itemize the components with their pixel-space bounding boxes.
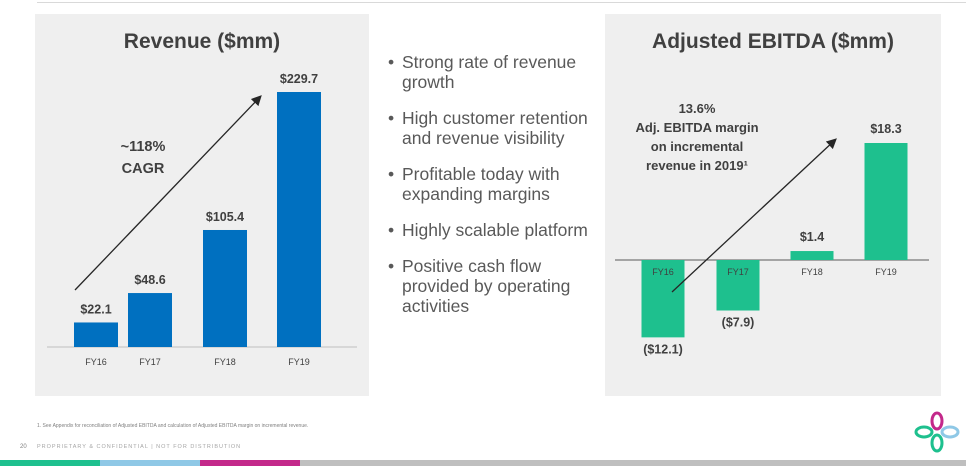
bottom-color-bar	[0, 460, 966, 466]
revenue-chart-panel: Revenue ($mm) $22.1 FY16 $48.6 FY17 $105.4 FY…	[35, 14, 369, 396]
ebitda-value-label: ($12.1)	[643, 342, 683, 356]
ebitda-category-label: FY19	[875, 267, 897, 277]
revenue-value-label: $105.4	[206, 210, 244, 224]
bullet-icon: •	[388, 256, 395, 276]
company-logo-icon	[914, 411, 960, 453]
page-number: 20	[20, 444, 27, 450]
revenue-category-label: FY17	[139, 357, 161, 367]
ebitda-margin-annotation: Adj. EBITDA margin	[635, 120, 758, 135]
highlight-text: Positive cash flow provided by operating…	[402, 256, 571, 316]
ebitda-chart: ($12.1) FY16 ($7.9) FY17 $1.4 FY18 $18.3 FY19 13…	[615, 101, 929, 356]
revenue-chart-title: Revenue ($mm)	[123, 30, 281, 53]
ebitda-chart-title: Adjusted EBITDA ($mm)	[652, 30, 894, 53]
top-rule	[37, 2, 966, 3]
ebitda-chart-panel: Adjusted EBITDA ($mm) ($12.1) FY16 ($7.9) F…	[605, 14, 941, 396]
ebitda-trend-arrow	[671, 138, 837, 293]
ebitda-bar	[790, 251, 834, 260]
revenue-trend-arrow	[74, 95, 262, 291]
ebitda-value-label: $18.3	[870, 122, 901, 136]
ebitda-bar	[641, 260, 685, 338]
revenue-value-label: $22.1	[80, 302, 111, 316]
bullet-icon: •	[388, 220, 395, 240]
revenue-bar	[203, 229, 247, 347]
revenue-category-label: FY18	[214, 357, 236, 367]
highlight-item: • High customer retention and revenue vis…	[388, 108, 598, 148]
highlight-text: Highly scalable platform	[402, 220, 588, 240]
revenue-value-label: $48.6	[134, 273, 165, 287]
revenue-category-label: FY16	[85, 357, 107, 367]
revenue-category-label: FY19	[288, 357, 310, 367]
ebitda-category-label: FY18	[801, 267, 823, 277]
revenue-bar	[277, 92, 321, 347]
revenue-cagr-label: CAGR	[122, 161, 165, 177]
highlight-item: • Positive cash flow provided by operatin…	[388, 256, 598, 316]
revenue-cagr-value: ~118%	[121, 139, 166, 155]
ebitda-margin-annotation: 13.6%	[679, 101, 716, 116]
ebitda-bar	[716, 260, 760, 311]
revenue-chart: $22.1 FY16 $48.6 FY17 $105.4 FY18 $229.7 FY19 ~1…	[47, 72, 357, 367]
bottom-bar-blue-segment	[100, 460, 200, 466]
revenue-bar	[128, 293, 172, 347]
bullet-icon: •	[388, 52, 395, 72]
highlight-item: • Strong rate of revenue growth	[388, 52, 598, 92]
bullet-icon: •	[388, 108, 395, 128]
ebitda-bar	[864, 143, 908, 260]
ebitda-margin-annotation: on incremental	[651, 139, 743, 154]
highlight-text: Strong rate of revenue growth	[402, 52, 577, 92]
ebitda-value-label: $1.4	[800, 230, 824, 244]
footnote: 1. See Appendix for reconciliation of Ad…	[37, 423, 309, 429]
highlight-item: • Profitable today with expanding margins	[388, 164, 598, 204]
highlight-item: • Highly scalable platform	[388, 220, 598, 240]
highlight-text: High customer retention and revenue visi…	[402, 108, 588, 148]
highlight-text: Profitable today with expanding margins	[402, 164, 560, 204]
ebitda-value-label: ($7.9)	[722, 316, 755, 330]
highlights-list: • Strong rate of revenue growth • High cus…	[388, 52, 598, 332]
bullet-icon: •	[388, 164, 395, 184]
confidentiality-notice: PROPRIETARY & CONFIDENTIAL | NOT FOR DIS…	[37, 444, 242, 450]
ebitda-category-label: FY16	[652, 267, 674, 277]
revenue-value-label: $229.7	[280, 72, 318, 86]
ebitda-margin-annotation: revenue in 2019¹	[646, 158, 748, 173]
ebitda-category-label: FY17	[727, 267, 749, 277]
bottom-bar-green-segment	[0, 460, 100, 466]
bottom-bar-gray-segment	[300, 460, 966, 466]
revenue-bar	[74, 322, 118, 347]
bottom-bar-magenta-segment	[200, 460, 300, 466]
